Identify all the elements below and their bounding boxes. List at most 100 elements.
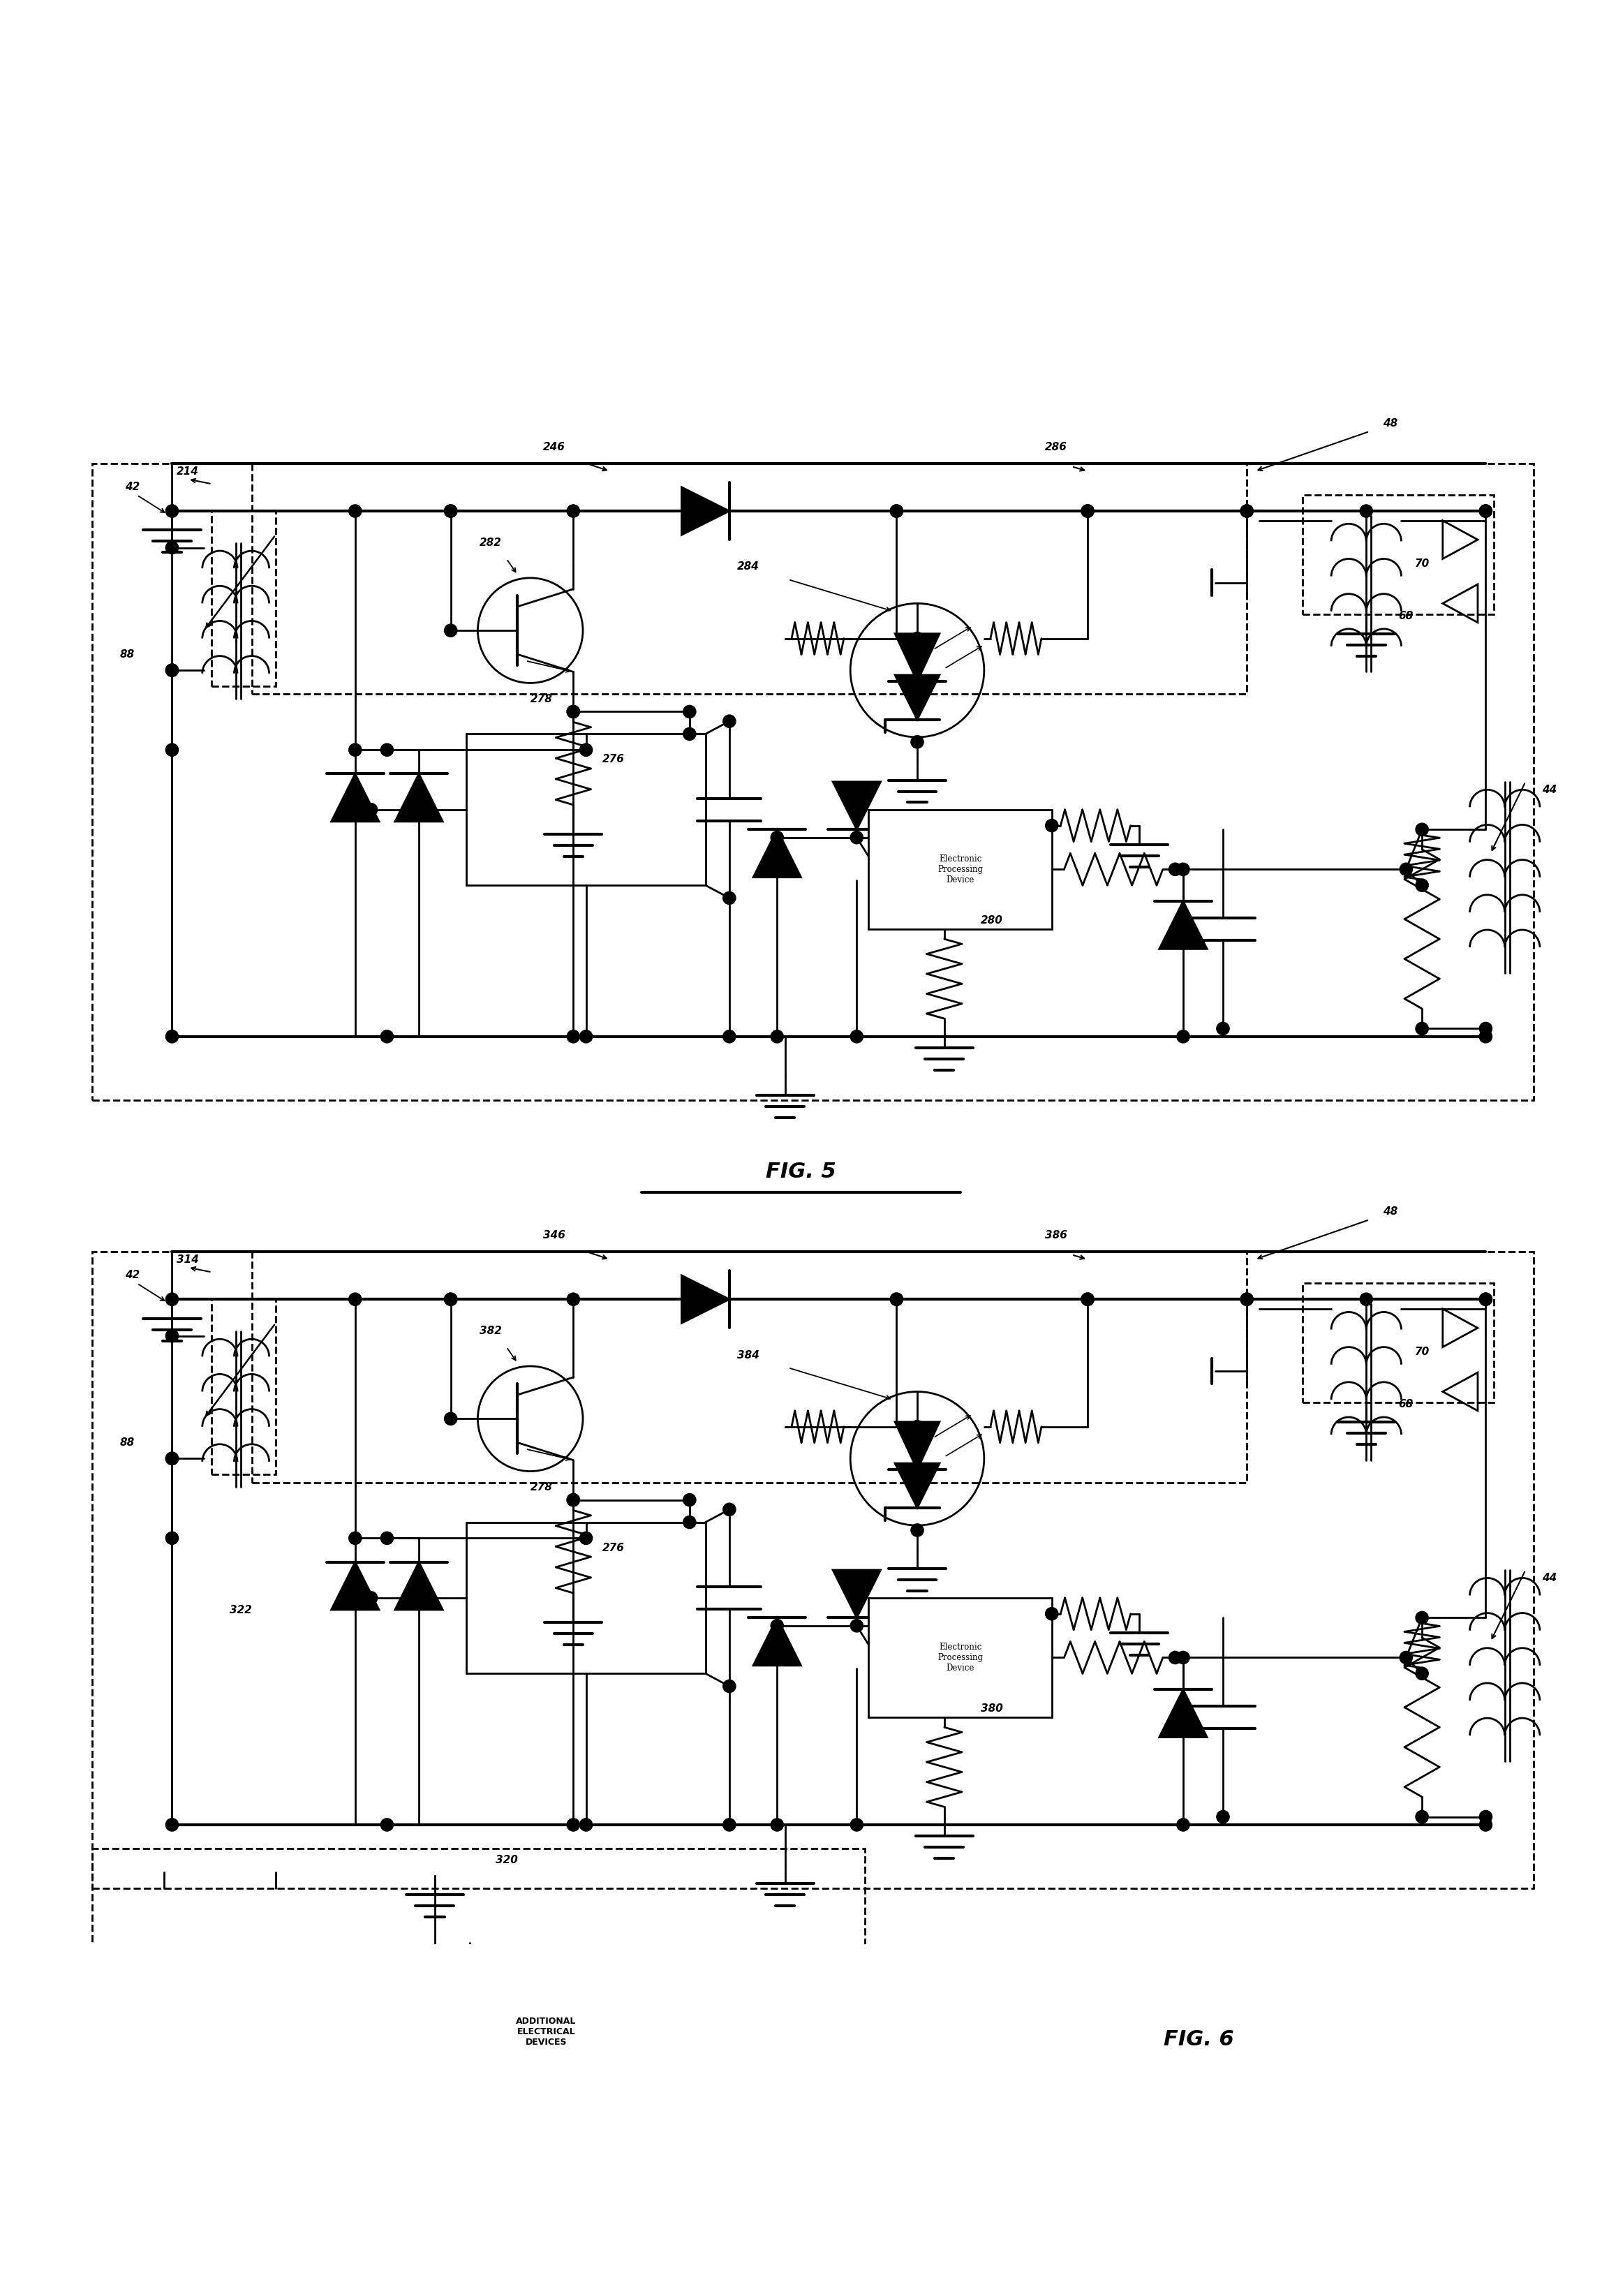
- Circle shape: [349, 744, 362, 755]
- Text: 320: 320: [495, 1855, 517, 1864]
- Text: FIG. 5: FIG. 5: [766, 1162, 836, 1182]
- Circle shape: [165, 744, 178, 755]
- Circle shape: [771, 1818, 783, 1832]
- Circle shape: [1400, 1651, 1413, 1665]
- Text: 44: 44: [1543, 785, 1557, 794]
- Text: 284: 284: [737, 563, 759, 572]
- Text: 88: 88: [120, 1437, 135, 1449]
- Polygon shape: [1160, 900, 1206, 948]
- Polygon shape: [833, 1570, 881, 1619]
- Circle shape: [1240, 1293, 1253, 1306]
- Circle shape: [1216, 1812, 1229, 1823]
- Text: 88: 88: [120, 650, 135, 659]
- Circle shape: [891, 1293, 904, 1306]
- Circle shape: [1177, 1651, 1190, 1665]
- Text: 280: 280: [980, 916, 1003, 925]
- Text: 322: 322: [229, 1605, 252, 1614]
- Circle shape: [1177, 1031, 1190, 1042]
- Circle shape: [891, 505, 904, 517]
- Polygon shape: [1160, 1690, 1206, 1738]
- Bar: [404, 1972, 689, 2092]
- Circle shape: [912, 631, 924, 645]
- Text: 44: 44: [1543, 1573, 1557, 1584]
- Circle shape: [165, 1293, 178, 1306]
- Circle shape: [1360, 1293, 1373, 1306]
- Text: 276: 276: [602, 1543, 625, 1552]
- Bar: [93, 1848, 865, 2158]
- Circle shape: [771, 831, 783, 845]
- Circle shape: [349, 505, 362, 517]
- Circle shape: [567, 1495, 580, 1506]
- Circle shape: [567, 505, 580, 517]
- Circle shape: [851, 1619, 863, 1632]
- Text: 314: 314: [176, 1254, 199, 1265]
- Circle shape: [1479, 1022, 1491, 1035]
- Polygon shape: [896, 1421, 939, 1469]
- Polygon shape: [332, 774, 380, 822]
- Circle shape: [851, 1818, 863, 1832]
- Circle shape: [165, 1451, 178, 1465]
- Bar: [1302, 1283, 1493, 1403]
- Circle shape: [682, 1515, 695, 1529]
- Text: Electronic
Processing
Device: Electronic Processing Device: [937, 1642, 984, 1671]
- Circle shape: [1400, 863, 1413, 875]
- Circle shape: [365, 804, 378, 815]
- Circle shape: [1479, 1031, 1491, 1042]
- Bar: [1302, 496, 1493, 615]
- Circle shape: [381, 1031, 394, 1042]
- Circle shape: [912, 735, 924, 748]
- Circle shape: [723, 1031, 735, 1042]
- Text: ADDITIONAL
ELECTRICAL
DEVICES: ADDITIONAL ELECTRICAL DEVICES: [516, 2016, 577, 2046]
- Circle shape: [444, 505, 457, 517]
- Polygon shape: [896, 1463, 939, 1508]
- Circle shape: [1240, 505, 1253, 517]
- Circle shape: [567, 1293, 580, 1306]
- Circle shape: [1169, 863, 1182, 875]
- Text: 214: 214: [176, 466, 199, 478]
- Text: 48: 48: [1383, 1205, 1397, 1217]
- Text: 286: 286: [1045, 443, 1067, 452]
- Polygon shape: [141, 2066, 187, 2115]
- Circle shape: [1416, 1667, 1429, 1681]
- Circle shape: [1479, 505, 1491, 517]
- Polygon shape: [833, 781, 881, 829]
- Text: 382: 382: [479, 1325, 501, 1336]
- Circle shape: [365, 1591, 378, 1605]
- Circle shape: [444, 505, 457, 517]
- Circle shape: [1416, 1022, 1429, 1035]
- Circle shape: [381, 744, 394, 755]
- Circle shape: [1240, 1293, 1253, 1306]
- Circle shape: [1046, 1607, 1059, 1621]
- Bar: [466, 1522, 705, 1674]
- Text: 48: 48: [1383, 418, 1397, 429]
- Circle shape: [580, 1818, 593, 1832]
- Circle shape: [851, 1031, 863, 1042]
- Text: 386: 386: [1045, 1231, 1067, 1240]
- Polygon shape: [753, 1619, 801, 1665]
- Polygon shape: [396, 774, 442, 822]
- Circle shape: [567, 705, 580, 719]
- Polygon shape: [896, 675, 939, 719]
- Circle shape: [682, 705, 695, 719]
- Circle shape: [444, 1412, 457, 1426]
- Polygon shape: [681, 487, 729, 535]
- Polygon shape: [141, 1965, 187, 2014]
- Circle shape: [165, 542, 178, 553]
- Text: 70: 70: [1415, 1345, 1429, 1357]
- Text: 276: 276: [602, 753, 625, 765]
- Circle shape: [444, 1293, 457, 1306]
- Circle shape: [723, 1504, 735, 1515]
- Bar: [93, 464, 1533, 1100]
- Circle shape: [567, 1031, 580, 1042]
- Circle shape: [1046, 820, 1059, 831]
- Circle shape: [567, 1818, 580, 1832]
- FancyBboxPatch shape: [868, 1598, 1053, 1717]
- Circle shape: [1479, 505, 1491, 517]
- Circle shape: [723, 1681, 735, 1692]
- Text: 70: 70: [1415, 558, 1429, 569]
- Circle shape: [165, 1451, 178, 1465]
- Circle shape: [1416, 879, 1429, 891]
- Circle shape: [1169, 1651, 1182, 1665]
- Circle shape: [851, 831, 863, 845]
- Polygon shape: [396, 1561, 442, 1609]
